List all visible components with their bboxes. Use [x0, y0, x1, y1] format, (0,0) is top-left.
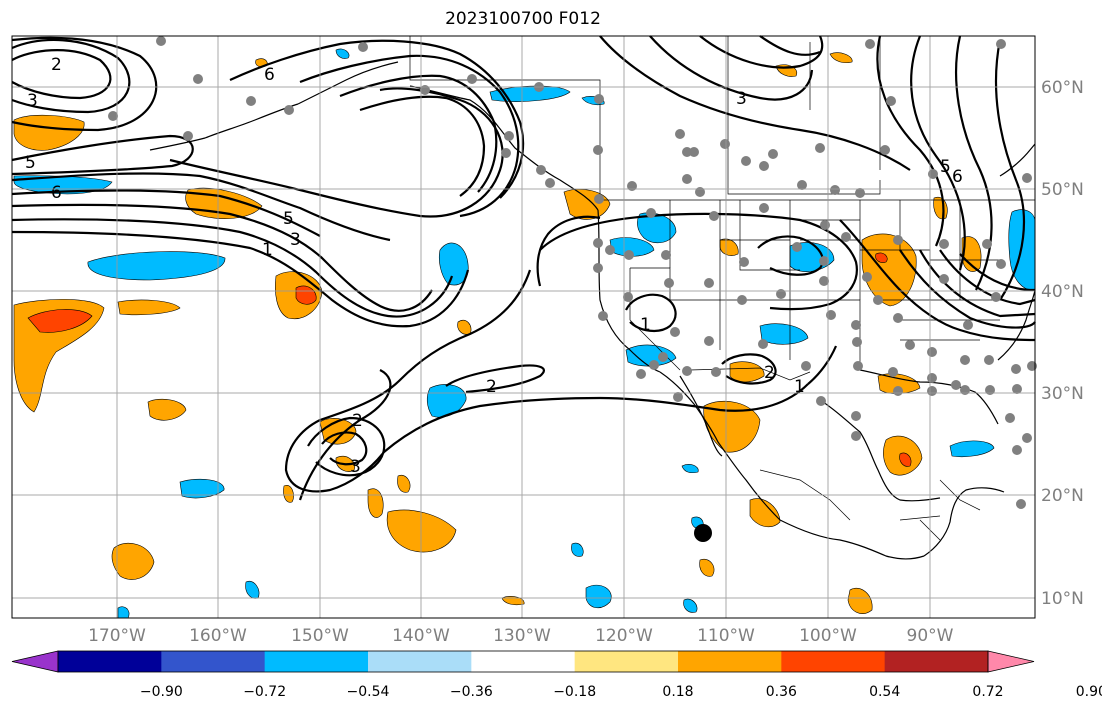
lon-label: 120°W [595, 626, 653, 646]
lat-label: 50°N [1041, 180, 1084, 200]
lat-label: 20°N [1041, 486, 1084, 506]
colorbar-tick-label: −0.54 [347, 684, 390, 700]
colorbar-outline [57, 650, 989, 673]
colorbar-segment [368, 651, 472, 672]
political-borders [409, 36, 1035, 541]
lon-label: 90°W [907, 626, 954, 646]
colorbar-segment [574, 651, 679, 672]
colorbar-segment [471, 651, 576, 672]
lon-label: 160°W [189, 626, 247, 646]
contour-label: 6 [952, 167, 963, 187]
lon-label: 150°W [291, 626, 349, 646]
colorbar-tick-label: 0.90 [1076, 684, 1102, 700]
contour-label: 1 [640, 315, 651, 335]
contour-label: 6 [264, 65, 275, 85]
contour-label: 5 [25, 153, 36, 173]
colorbar-segment [678, 651, 782, 672]
contour-label: 3 [736, 89, 747, 109]
colorbar-tick-label: −0.72 [243, 684, 286, 700]
height-contours [11, 35, 1036, 501]
colorbar-segment [58, 651, 162, 672]
lat-label: 40°N [1041, 282, 1084, 302]
contour-label: 3 [27, 91, 38, 111]
colorbar-tick-label: 0.72 [972, 684, 1003, 700]
colorbar-tick-label: −0.90 [140, 684, 183, 700]
contour-label: 3 [290, 230, 301, 250]
lat-label: 60°N [1041, 78, 1084, 98]
highlight-marker [694, 524, 712, 542]
contour-label: 1 [262, 240, 273, 260]
lat-label: 30°N [1041, 384, 1084, 404]
contour-label: 6 [51, 183, 62, 203]
contour-label: 2 [352, 411, 363, 431]
colorbar-tick-label: 0.18 [662, 684, 693, 700]
colorbar-segment [781, 651, 886, 672]
colorbar [11, 650, 1035, 673]
colorbar-segment [161, 651, 266, 672]
colorbar-segment [264, 651, 369, 672]
gridlines [12, 36, 1035, 618]
contour-label: 2 [51, 55, 62, 75]
contour-label: 1 [794, 377, 805, 397]
lat-label: 10°N [1041, 589, 1084, 609]
contour-label: 5 [283, 209, 294, 229]
colorbar-tick-label: 0.36 [766, 684, 797, 700]
lon-label: 130°W [493, 626, 551, 646]
lon-label: 170°W [88, 626, 146, 646]
contour-label: 2 [486, 377, 497, 397]
contour-label: 5 [940, 157, 951, 177]
colorbar-tick-label: 0.54 [869, 684, 900, 700]
contour-label: 3 [350, 457, 361, 477]
map-frame [11, 35, 1036, 619]
latitude-labels: 60°N 50°N 40°N 30°N 20°N 10°N [1041, 78, 1084, 609]
colorbar-extend-max [987, 650, 1035, 673]
lon-label: 110°W [697, 626, 755, 646]
lon-label: 100°W [799, 626, 857, 646]
longitude-labels: 170°W 160°W 150°W 140°W 130°W 120°W 110°… [88, 626, 954, 646]
colorbar-segment [884, 651, 989, 672]
map-title: 2023100700 F012 [445, 9, 601, 29]
contour-labels: 2 3 5 6 5 3 1 1 2 2 3 2 1 5 6 6 3 [25, 55, 963, 477]
colorbar-tick-label: −0.18 [553, 684, 596, 700]
colorbar-tick-label: −0.36 [450, 684, 493, 700]
lon-label: 140°W [392, 626, 450, 646]
contour-label: 2 [764, 363, 775, 383]
colorbar-tick-labels: −0.90 −0.72 −0.54 −0.36 −0.18 0.18 0.36 0.54 0.7… [140, 684, 1102, 700]
map-area [12, 36, 1035, 618]
colorbar-extend-min [11, 650, 59, 673]
coastlines [149, 61, 1036, 560]
